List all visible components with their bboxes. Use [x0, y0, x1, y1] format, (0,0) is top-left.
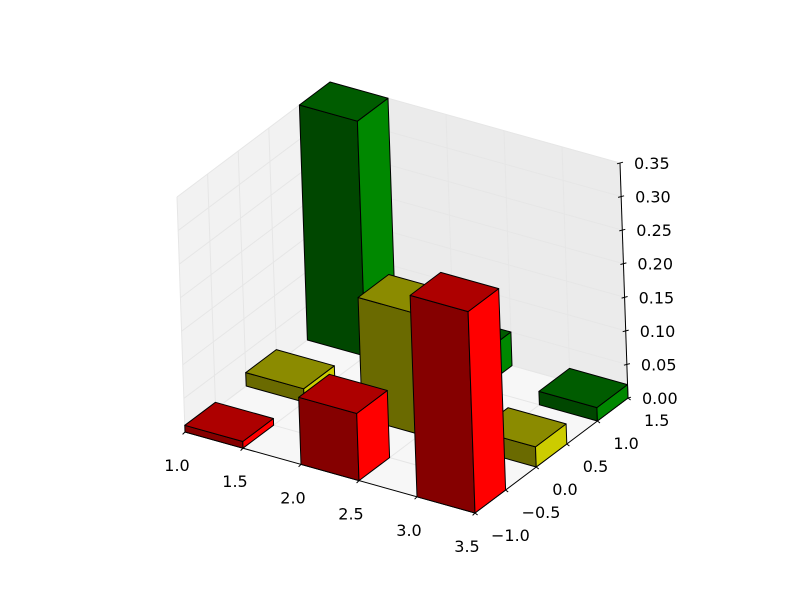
z-tick-label: 0.30: [635, 188, 671, 207]
bar-top-face: [245, 349, 335, 390]
bar-top-face: [409, 271, 500, 313]
x-tick-label: 3.0: [396, 521, 421, 540]
z-tick-label: 0.35: [634, 154, 670, 173]
bar: [538, 367, 629, 422]
y-tick-label: 0.5: [583, 457, 608, 476]
x-tick-label: 2.5: [338, 505, 363, 524]
tick-mark: [617, 195, 625, 198]
bar: [298, 373, 391, 482]
x-tick-label: 1.5: [222, 472, 247, 491]
grid-line-y: [207, 173, 217, 410]
x-tick-label: 2.0: [280, 488, 305, 507]
bar-top-face: [298, 81, 389, 122]
z-tick-label: 0.00: [642, 389, 678, 408]
bar: [184, 401, 275, 449]
grid-line-y: [268, 127, 278, 364]
z-tick-label: 0.20: [637, 255, 673, 274]
z-tick-label: 0.05: [641, 355, 677, 374]
grid-line-y: [176, 196, 186, 433]
bar-top-face: [538, 367, 628, 409]
tick-mark: [621, 296, 628, 299]
z-tick-label: 0.25: [636, 221, 672, 240]
bar-top-face: [184, 401, 274, 442]
bar: [409, 271, 507, 514]
z-axis-line: [619, 162, 629, 399]
y-tick-label: 1.0: [613, 434, 638, 453]
z-tick-label: 0.10: [640, 322, 676, 341]
bars: [184, 81, 629, 514]
tick-mark: [623, 363, 631, 366]
bar-front-face: [409, 294, 476, 514]
x-tick-label: 1.0: [164, 456, 189, 475]
tick-labels: 1.0 1.5 2.0 2.5 3.0 3.5 −1.0 −0.5 0.0 0.5 1.0 1.5 0.…: [164, 154, 677, 556]
grid-line-x: [561, 146, 571, 382]
tick-mark: [616, 161, 624, 165]
bar-front-face: [298, 104, 366, 357]
y-tick-label: 0.0: [552, 480, 577, 499]
tick-mark: [620, 262, 627, 265]
tick-mark: [619, 228, 626, 232]
tick-mark: [622, 329, 629, 333]
y-tick-label: −0.5: [522, 503, 561, 522]
grid-line-y: [237, 150, 247, 387]
y-tick-label: −1.0: [491, 526, 530, 545]
z-tick-label: 0.15: [639, 288, 675, 307]
bar-side-face: [467, 288, 507, 514]
x-tick-label: 3.5: [454, 537, 479, 556]
bar-top-face: [298, 373, 388, 414]
y-tick-label: 1.5: [644, 411, 669, 430]
grid-line-x: [503, 130, 513, 366]
left-pane: [177, 82, 338, 432]
